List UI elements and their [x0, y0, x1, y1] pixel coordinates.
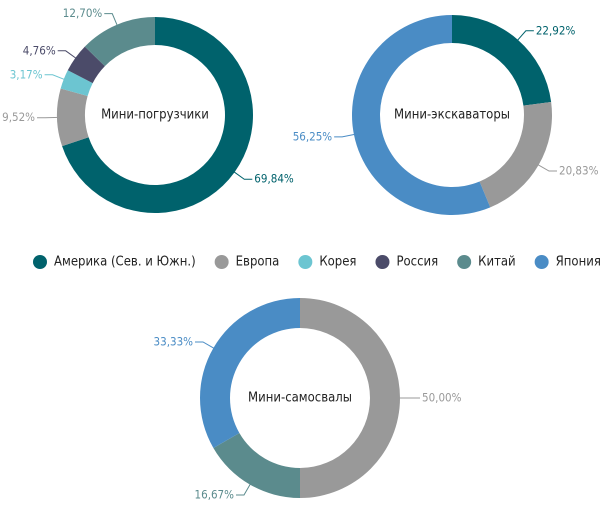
legend-marker	[375, 255, 390, 269]
data-label: 3,17%	[10, 67, 43, 81]
donut-slice	[199, 298, 300, 448]
legend-marker	[33, 255, 47, 269]
donut-slice	[213, 432, 300, 498]
legend-marker	[457, 255, 472, 269]
leader-line	[334, 133, 356, 138]
donut-slice	[300, 298, 400, 498]
legend-label: Россия	[396, 255, 438, 270]
donut-slice	[60, 70, 93, 97]
legend-marker	[534, 255, 549, 269]
legend-label: Япония	[556, 255, 600, 270]
data-label: 33,33%	[154, 334, 194, 348]
legend-label: Корея	[319, 255, 356, 270]
center-title: Мини-экскаваторы	[394, 108, 510, 123]
donut-slice	[351, 15, 491, 215]
leader-line	[536, 163, 557, 172]
donut-slice	[479, 101, 552, 208]
leader-line	[104, 13, 119, 27]
data-label: 22,92%	[536, 23, 576, 37]
leader-line	[195, 341, 216, 350]
center-title: Мини-самосвалы	[248, 391, 352, 406]
leader-line	[232, 170, 253, 180]
data-label: 20,83%	[559, 164, 599, 178]
legend-label: Европа	[236, 255, 280, 270]
legend-marker	[214, 255, 229, 269]
donut-slice	[452, 15, 552, 106]
donut-slice	[67, 46, 105, 84]
data-label: 12,70%	[63, 6, 103, 20]
data-label: 9,52%	[2, 110, 35, 124]
data-label: 56,25%	[293, 129, 333, 143]
data-label: 4,76%	[23, 43, 56, 57]
data-label: 50,00%	[422, 391, 462, 405]
legend-marker	[298, 255, 313, 269]
donut-slice	[56, 88, 89, 147]
data-label: 16,67%	[195, 487, 235, 501]
center-title: Мини-погрузчики	[101, 108, 209, 123]
data-label: 69,84%	[254, 172, 294, 186]
leader-line	[44, 74, 66, 81]
donut-slice	[62, 17, 254, 213]
leader-line	[235, 482, 252, 496]
donut-slice	[84, 17, 155, 67]
leader-line	[516, 30, 534, 42]
legend-label: Китай	[478, 255, 515, 270]
legend-label: Америка (Сев. и Южн.)	[54, 255, 196, 270]
leader-line	[57, 50, 78, 60]
